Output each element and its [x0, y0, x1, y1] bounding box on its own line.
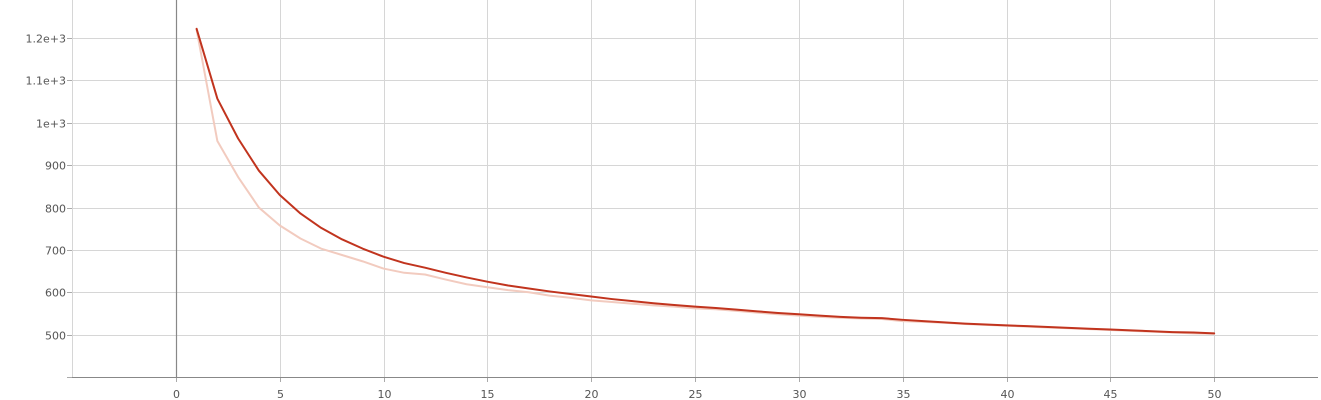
y-tick-label: 1.2e+3 [26, 33, 66, 46]
raw-series-line [195, 28, 1216, 335]
y-tick-label: 1.1e+3 [26, 75, 66, 88]
y-tick-label: 600 [45, 287, 66, 300]
x-tick-label: 0 [173, 388, 180, 400]
x-tick-label: 30 [793, 388, 807, 400]
x-tick-label: 35 [897, 388, 911, 400]
x-tick-label: 15 [481, 388, 495, 400]
tick-labels: 0 5 10 15 20 25 30 35 40 45 50 500 600 700 800 900 1e+3 1… [26, 33, 1222, 400]
y-tick-label: 900 [45, 160, 66, 173]
x-tick-label: 50 [1208, 388, 1222, 400]
smoothed-series-line [195, 27, 1216, 335]
x-tick-label: 20 [585, 388, 599, 400]
x-tick-label: 45 [1104, 388, 1118, 400]
x-tick-label: 10 [378, 388, 392, 400]
x-tick-label: 25 [689, 388, 703, 400]
y-tick-label: 500 [45, 330, 66, 343]
y-tick-label: 800 [45, 203, 66, 216]
axes [67, 0, 1318, 378]
grid-lines [67, 0, 1318, 382]
x-tick-label: 5 [277, 388, 284, 400]
x-tick-label: 40 [1001, 388, 1015, 400]
series-lines [195, 27, 1216, 335]
y-tick-label: 700 [45, 245, 66, 258]
y-tick-label: 1e+3 [36, 118, 66, 131]
